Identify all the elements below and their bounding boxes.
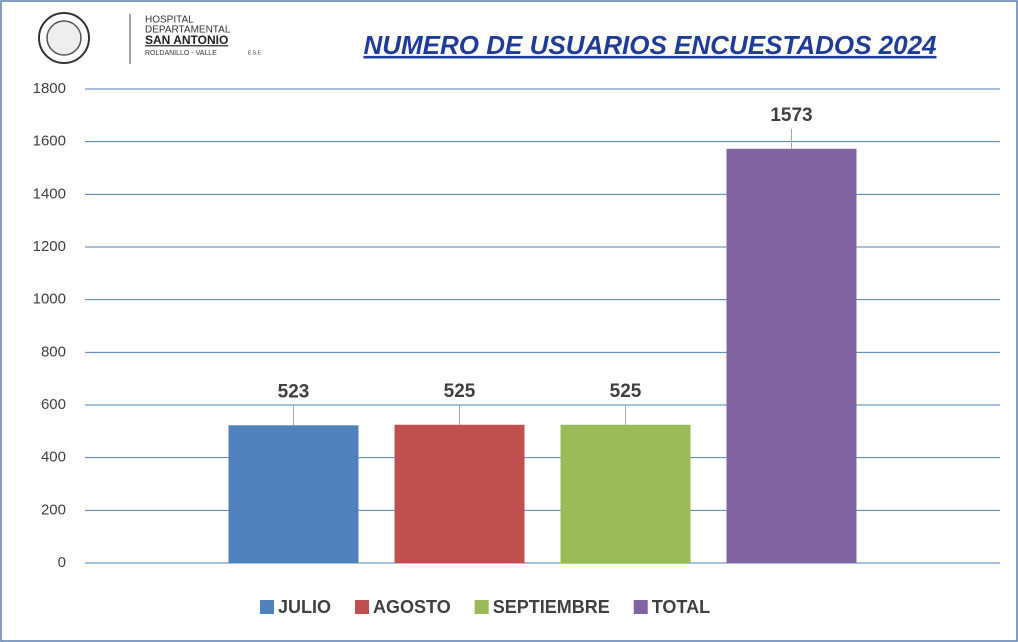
logo-text: ROLDANILLO - VALLE bbox=[145, 50, 217, 57]
data-label: 525 bbox=[610, 381, 642, 402]
logo-text: DEPARTAMENTAL bbox=[145, 25, 231, 36]
legend-label: SEPTIEMBRE bbox=[493, 597, 610, 617]
legend-label: AGOSTO bbox=[373, 597, 451, 617]
logo-seal-inner bbox=[46, 20, 82, 56]
logo: HOSPITAL DEPARTAMENTAL SAN ANTONIO ROLDA… bbox=[38, 12, 262, 64]
bar bbox=[394, 424, 525, 563]
logo-text: E.S.E. bbox=[248, 50, 262, 56]
legend-label: TOTAL bbox=[652, 597, 710, 617]
chart-title: NUMERO DE USUARIOS ENCUESTADOS 2024 bbox=[363, 30, 937, 60]
y-tick-label: 1800 bbox=[33, 80, 66, 97]
legend-swatch bbox=[260, 600, 274, 614]
logo-text: HOSPITAL bbox=[145, 15, 194, 26]
legend-swatch bbox=[474, 600, 489, 614]
y-tick-label: 600 bbox=[41, 396, 66, 413]
legend-swatch bbox=[633, 600, 648, 614]
y-tick-label: 1000 bbox=[33, 291, 66, 308]
y-tick-label: 0 bbox=[58, 554, 66, 571]
bar bbox=[560, 424, 691, 563]
data-label: 1573 bbox=[770, 105, 812, 126]
y-tick-label: 800 bbox=[41, 343, 66, 360]
legend-label: JULIO bbox=[278, 597, 331, 617]
data-label: 525 bbox=[444, 381, 476, 402]
bar bbox=[228, 425, 359, 563]
legend-swatch bbox=[355, 600, 370, 614]
y-tick-label: 1200 bbox=[33, 238, 66, 255]
bar bbox=[726, 148, 857, 563]
data-label: 523 bbox=[278, 381, 310, 402]
y-tick-label: 1400 bbox=[33, 185, 66, 202]
logo-text: SAN ANTONIO bbox=[145, 33, 228, 47]
y-tick-label: 200 bbox=[41, 501, 66, 518]
y-tick-label: 1600 bbox=[33, 133, 66, 150]
y-tick-label: 400 bbox=[41, 449, 66, 466]
